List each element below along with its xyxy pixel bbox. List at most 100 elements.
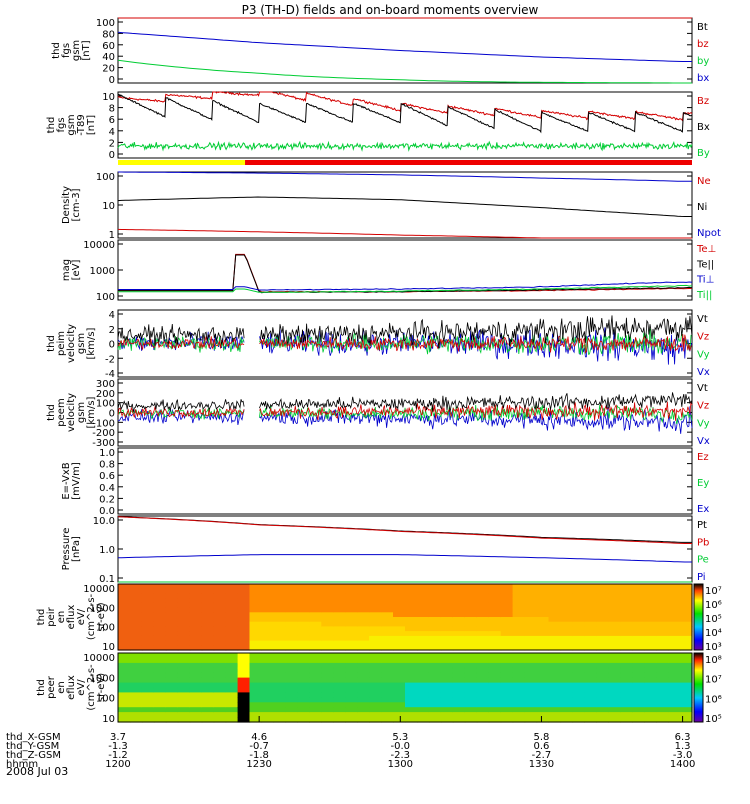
ylabel-pressure-0: Pressure [61,528,72,571]
spec-cell-peer [130,707,143,713]
spec-cell-peer [118,662,131,669]
spec-cell-peer [141,687,155,693]
spec-cell-peer [596,687,609,693]
spec-cell-peer [153,712,167,718]
spec-cell-peer [225,657,239,664]
spec-cell-peer [201,717,215,723]
cbar-tick-peer-0: 10⁸ [705,655,722,666]
series-density-Ne [117,228,692,239]
spec-cell-peir [309,607,322,613]
spec-cell-peir [476,607,490,613]
spec-cell-peer [213,667,227,674]
spec-cell-peer [428,657,442,664]
spec-cell-peir [393,588,406,594]
spec-cell-peer [189,662,203,669]
spec-cell-peir [488,598,502,604]
ytick-vxb-5: 0.0 [99,506,115,517]
spec-cell-peir [130,645,143,651]
spec-cell-peer [464,687,478,693]
spec-cell-peer [620,653,633,659]
spec-cell-peir [584,635,597,642]
spec-cell-peir [476,593,490,599]
spec-cell-peer [440,717,454,723]
spec-cell-peer [417,667,430,674]
spec-cell-peer [584,707,597,713]
spec-cell-peir [524,598,538,604]
spec-cell-peer [273,712,287,718]
spec-cell-peir [261,626,275,632]
spec-cell-peer [680,697,693,703]
spec-cell-peir [225,640,239,646]
spec-cell-peer [285,682,298,689]
spec-cell-peir [440,607,454,613]
spec-cell-peir [476,640,490,646]
spec-cell-peir [464,626,478,632]
spec-cell-peir [584,598,597,604]
spec-cell-peir [201,635,215,642]
spec-cell-peir [153,621,167,627]
spec-cell-peir [428,635,442,642]
spec-cell-peer [153,702,167,708]
spec-cell-peer [213,707,227,713]
spec-cell-peer [560,687,574,693]
spec-cell-peir [584,621,597,627]
spec-cell-peir [309,593,322,599]
spec-cell-peer [261,657,275,664]
spec-cell-peer [464,672,478,679]
cbar-tick-peer-1: 10⁷ [705,675,722,686]
spec-cell-peir [428,602,442,609]
spec-cell-peer [417,653,430,659]
spec-cell-peir [201,617,215,623]
spec-cell-peer [428,712,442,718]
spec-cell-peir [369,584,382,590]
ytick-fgs_t89-0: 10 [102,92,115,103]
spec-cell-peer [201,707,215,713]
spec-cell-peir [141,621,155,627]
spec-cell-peir [405,602,418,609]
spec-cell-peir [644,640,657,646]
ytick-peim_vel-3: -2 [105,354,115,365]
spec-cell-peer [644,682,657,689]
spec-cell-peer [261,697,275,703]
spec-cell-peir [177,626,191,632]
ytick-vxb-1: 0.8 [99,460,115,471]
spec-cell-peer [464,682,478,689]
ytick-density-2: 1 [109,230,115,241]
spec-cell-peer [309,662,322,669]
spec-cell-peir [560,635,574,642]
spec-cell-peer [118,653,131,659]
ytick-vxb-3: 0.4 [99,483,115,494]
spec-cell-peir [153,598,167,604]
spec-cell-peer [237,707,251,713]
spec-cell-peir [381,584,394,590]
ylabel-peir-6: sr-eV) [96,602,107,631]
pos-value-1-4: 1.3 [675,741,691,752]
ylabel-peem_vel-3: gsm [76,402,87,423]
cbar-tick-peir-2: 10⁵ [705,614,722,625]
spec-cell-peir [405,635,418,642]
spec-cell-peer [644,662,657,669]
spec-cell-peer [417,697,430,703]
spec-cell-peir [536,617,550,623]
spec-cell-peir [273,635,287,642]
spec-cell-peer [285,657,298,664]
spec-cell-peer [309,697,322,703]
spec-cell-peir [440,631,454,637]
spec-cell-peir [153,607,167,613]
ytick-peir-3: 10 [102,642,115,653]
spec-cell-peer [488,687,502,693]
spec-cell-peer [345,687,358,693]
spec-cell-peir [165,588,179,594]
spec-cell-peir [321,645,334,651]
spec-cell-peer [130,657,143,664]
spec-cell-peer [488,667,502,674]
spec-cell-peer [608,657,621,664]
spec-cell-peir [644,631,657,637]
spec-cell-peir [428,607,442,613]
legend-peim_vel-2: Vy [697,349,710,360]
spec-cell-peir [285,640,298,646]
spec-cell-peer [369,667,382,674]
spec-cell-peer [488,697,502,703]
spec-cell-peir [213,621,227,627]
spec-cell-peer [584,697,597,703]
